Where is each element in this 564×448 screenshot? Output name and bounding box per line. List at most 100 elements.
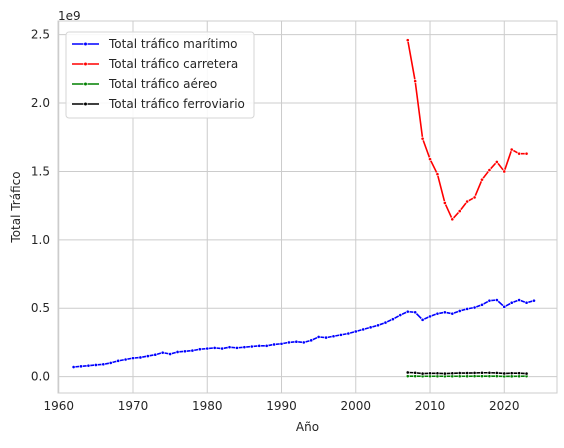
data-point — [472, 370, 477, 375]
data-point — [175, 350, 180, 354]
data-point — [465, 371, 470, 375]
legend-item: Total tráfico ferroviario — [72, 97, 245, 111]
y-tick-label: 0.0 — [31, 370, 50, 384]
y-tick-label: 2.5 — [31, 28, 50, 42]
y-offset-label: 1e9 — [58, 9, 81, 23]
data-point — [442, 371, 447, 376]
data-point — [509, 374, 514, 379]
data-point — [145, 354, 150, 358]
data-point — [502, 371, 507, 376]
data-point — [279, 341, 284, 346]
x-axis-label: Año — [296, 420, 319, 434]
data-point — [376, 323, 380, 328]
data-point — [450, 217, 455, 222]
series-layer — [71, 38, 536, 379]
data-point — [205, 346, 210, 351]
series-0 — [71, 298, 536, 369]
data-point — [257, 343, 262, 348]
data-point — [435, 172, 440, 177]
legend: Total tráfico marítimo Total tráfico carr… — [65, 31, 255, 119]
legend-swatch-marker — [83, 81, 88, 87]
data-point — [212, 345, 217, 350]
data-point — [368, 325, 373, 330]
data-point — [509, 300, 514, 305]
data-point — [383, 320, 388, 325]
data-point — [272, 342, 276, 347]
data-point — [93, 363, 98, 367]
data-point — [116, 358, 121, 363]
data-point — [487, 298, 492, 303]
data-point — [420, 317, 425, 322]
data-point — [517, 151, 522, 156]
data-point — [249, 344, 254, 349]
x-tick-label: 1990 — [266, 399, 297, 413]
data-point — [435, 311, 440, 316]
x-tick-label: 2020 — [489, 399, 520, 413]
x-tick-label: 2010 — [415, 399, 446, 413]
data-point — [413, 370, 418, 375]
data-point — [361, 327, 366, 332]
data-point — [413, 374, 418, 379]
data-point — [138, 355, 143, 360]
data-point — [480, 302, 484, 307]
x-tick-label: 1970 — [118, 399, 149, 413]
data-point — [101, 362, 106, 367]
legend-item: Total tráfico carretera — [72, 57, 238, 71]
data-point — [301, 340, 306, 345]
legend-box — [65, 31, 255, 119]
data-point — [353, 329, 358, 334]
y-tick-label: 2.0 — [31, 96, 50, 110]
data-point — [450, 371, 455, 376]
data-point — [428, 371, 432, 376]
data-point — [405, 309, 410, 314]
y-axis-label: Total Tráfico — [9, 171, 23, 243]
data-point — [420, 136, 425, 141]
data-point — [487, 374, 492, 379]
data-point — [79, 364, 83, 369]
data-point — [235, 345, 239, 350]
data-point — [131, 356, 135, 361]
plot-frame — [57, 20, 558, 394]
legend-swatch-marker — [83, 61, 88, 67]
data-point — [287, 340, 291, 345]
data-point — [465, 374, 470, 379]
data-point — [532, 298, 536, 303]
legend-item: Total tráfico marítimo — [72, 37, 238, 51]
y-tick-label: 1.5 — [31, 164, 50, 178]
legend-label: Total tráfico carretera — [108, 57, 238, 71]
data-point — [108, 361, 113, 365]
data-point — [524, 151, 529, 156]
data-point — [405, 38, 410, 43]
data-point — [502, 169, 507, 174]
data-point — [457, 209, 462, 214]
data-point — [517, 371, 522, 376]
data-point — [524, 371, 529, 376]
data-point — [509, 147, 514, 152]
data-point — [457, 374, 462, 379]
data-point — [472, 374, 477, 379]
data-point — [242, 345, 247, 350]
data-point — [465, 306, 470, 311]
data-point — [390, 317, 395, 322]
x-tick-labels: 1960 1970 1980 1990 2000 2010 2020 — [43, 399, 519, 413]
data-point — [457, 309, 462, 313]
data-point — [294, 339, 299, 344]
data-point — [86, 363, 91, 368]
data-point — [480, 374, 484, 379]
data-point — [405, 374, 410, 379]
data-point — [420, 371, 425, 376]
data-point — [502, 304, 507, 309]
y-tick-labels: 0.0 0.5 1.0 1.5 2.0 2.5 — [31, 28, 50, 384]
data-point — [264, 343, 269, 348]
data-point — [309, 338, 314, 343]
data-point — [183, 349, 187, 354]
x-tick-label: 1960 — [43, 399, 74, 413]
data-point — [472, 195, 477, 200]
data-point — [190, 348, 195, 353]
data-point — [524, 300, 529, 305]
data-point — [487, 168, 492, 172]
data-point — [509, 371, 514, 376]
data-point — [517, 298, 522, 302]
data-point — [339, 332, 343, 337]
